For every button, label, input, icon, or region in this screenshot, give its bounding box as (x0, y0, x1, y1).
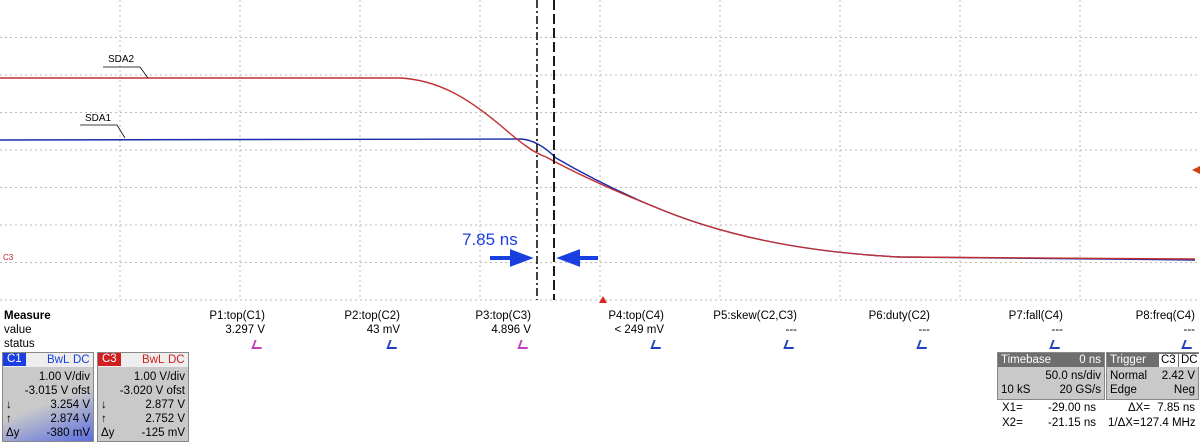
coupling: DC (168, 354, 185, 366)
trigger-level: 2.42 V (1161, 370, 1195, 382)
trigger-time-marker (599, 296, 607, 303)
channel-header: C3 BwL DC (98, 353, 188, 367)
trigger-slope: Neg (1173, 384, 1195, 396)
param-name: P7:fall(C4) (1008, 310, 1063, 322)
label-leader (80, 124, 126, 139)
annotation: 7.85 ns (462, 230, 518, 249)
cursor-symbol: ↑ (6, 413, 12, 425)
timebase-panel: Timebase 0 ns 50.0 ns/div 10 kS 20 GS/s (997, 352, 1105, 400)
cursor-label: ΔX= (1128, 402, 1151, 414)
trigger-coupling: DC (1179, 354, 1200, 367)
timebase-delay: 0 ns (1079, 354, 1101, 366)
trace-label: SDA1 (85, 113, 112, 124)
trigger-title: Trigger (1110, 354, 1146, 366)
param-name: P4:top(C4) (608, 310, 664, 322)
param-value: 43 mV (366, 324, 400, 336)
status-icon (517, 340, 531, 349)
channel-label: C3 (98, 353, 121, 366)
arrow-right (490, 249, 534, 267)
cursor-value: 2.874 V (50, 413, 90, 425)
trigger-panel: Trigger C3 DC Normal 2.42 V Edge Neg (1106, 352, 1200, 400)
timebase-title: Timebase (1001, 354, 1052, 366)
param-value: --- (1183, 324, 1196, 336)
param-name: P1:top(C1) (209, 310, 265, 322)
cursor-symbol: Δy (101, 427, 115, 439)
cursor-value: 127.4 MHz (1140, 417, 1196, 429)
row-label: value (4, 324, 32, 336)
grid (0, 0, 1200, 301)
timebase-rate: 20 GS/s (1059, 384, 1101, 396)
trace-sda1 (0, 138, 1196, 261)
cursor-value: -21.15 ns (1048, 417, 1096, 429)
scale: 1.00 V/div (38, 371, 90, 383)
row-label: status (4, 338, 35, 350)
param-value: --- (1051, 324, 1064, 336)
cursor-symbol: ↓ (6, 399, 12, 411)
scale: 1.00 V/div (133, 371, 185, 383)
channel-label: C1 (3, 353, 26, 366)
waveform-area: SDA2 SDA1 C3 7.85 ns (0, 0, 1200, 303)
param-value: 4.896 V (491, 324, 531, 336)
trigger-marker (1192, 166, 1200, 174)
channel-panel: C3 BwL DC 1.00 V/div -3.020 V ofst ↓ 2.877 V ↑ 2… (97, 352, 189, 442)
status-icon (1049, 340, 1063, 349)
trigger-source: C3 (1159, 354, 1178, 367)
param-value: --- (785, 324, 798, 336)
channel-marker: C3 (3, 253, 14, 262)
channel-header: C1 BwL DC (3, 353, 93, 367)
cursor-label: 1/ΔX= (1108, 417, 1140, 429)
coupling: DC (73, 354, 90, 366)
trigger-mode: Normal (1110, 370, 1148, 382)
status-icon (386, 340, 400, 349)
param-name: P2:top(C2) (344, 310, 400, 322)
arrow-left (556, 249, 598, 267)
status-icon (650, 340, 664, 349)
cursor-value: 7.85 ns (1157, 402, 1195, 414)
status-icon (1181, 340, 1195, 349)
status-icon (251, 340, 265, 349)
channel-panel: C1 BwL DC 1.00 V/div -3.015 V ofst ↓ 3.254 V ↑ 2… (2, 352, 94, 442)
param-name: P3:top(C3) (475, 310, 531, 322)
param-name: P5:skew(C2,C3) (713, 310, 797, 322)
status-icon (916, 340, 930, 349)
timebase-scale: 50.0 ns/div (1045, 370, 1101, 382)
param-name: P8:freq(C4) (1135, 310, 1195, 322)
param-value: < 249 mV (614, 324, 664, 336)
bandwidth: BwL (142, 354, 165, 366)
cursor-symbol: ↑ (101, 413, 107, 425)
cursor-value: 2.752 V (145, 413, 185, 425)
label-leader (103, 66, 149, 79)
cursor-value: -125 mV (141, 427, 185, 439)
param-name: P6:duty(C2) (868, 310, 930, 322)
trace-sda2 (0, 77, 1196, 260)
trigger-type: Edge (1110, 384, 1137, 396)
cursor-label: X1= (1002, 402, 1023, 414)
cursor-value: 3.254 V (50, 399, 90, 411)
cursor-symbol: Δy (6, 427, 20, 439)
status-icon (783, 340, 797, 349)
param-value: 3.297 V (225, 324, 265, 336)
offset: -3.020 V ofst (119, 385, 185, 397)
offset: -3.015 V ofst (24, 385, 90, 397)
trace-label: SDA2 (108, 54, 135, 65)
timebase-samples: 10 kS (1001, 384, 1031, 396)
measure-header: Measure (4, 310, 51, 322)
cursor-value: 2.877 V (145, 399, 185, 411)
cursor-symbol: ↓ (101, 399, 107, 411)
bandwidth: BwL (47, 354, 70, 366)
cursor-label: X2= (1002, 417, 1023, 429)
param-value: --- (918, 324, 931, 336)
cursor-value: -380 mV (46, 427, 90, 439)
cursor-value: -29.00 ns (1048, 402, 1096, 414)
